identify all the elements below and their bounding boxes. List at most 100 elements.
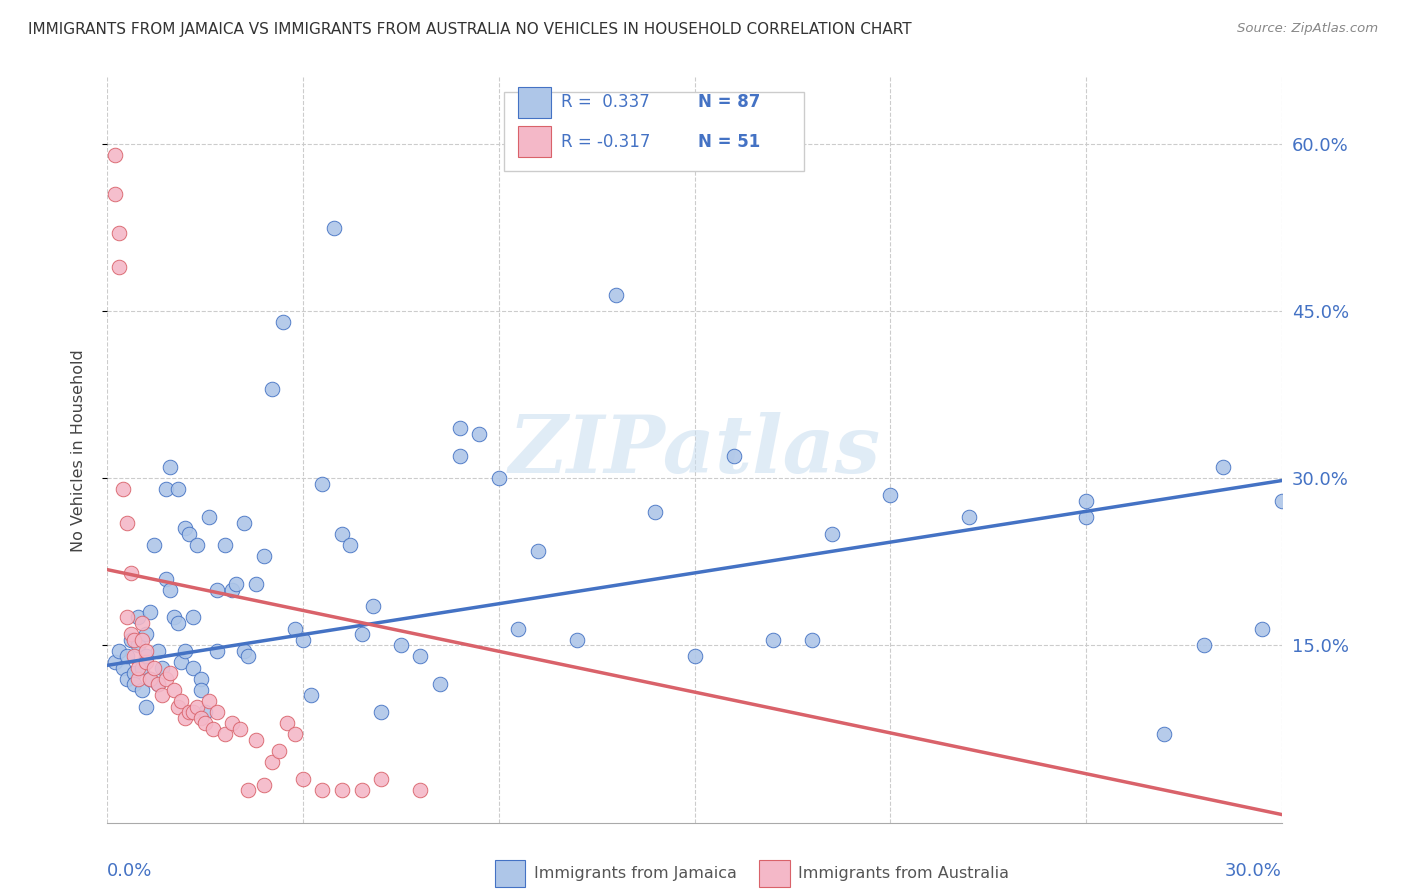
Point <box>159 460 181 475</box>
Point <box>174 521 197 535</box>
Point <box>115 610 138 624</box>
Point <box>508 622 530 636</box>
Point <box>683 649 706 664</box>
Point <box>170 655 193 669</box>
Point <box>124 677 146 691</box>
Point <box>146 677 169 691</box>
FancyBboxPatch shape <box>495 860 526 887</box>
Text: Immigrants from Jamaica: Immigrants from Jamaica <box>533 866 737 881</box>
Text: N = 51: N = 51 <box>697 133 761 151</box>
Point <box>111 483 134 497</box>
Point <box>131 632 153 647</box>
Point <box>245 577 267 591</box>
Point <box>311 783 333 797</box>
Point <box>174 644 197 658</box>
Point <box>271 315 294 329</box>
Point <box>115 672 138 686</box>
Point <box>120 632 142 647</box>
FancyBboxPatch shape <box>759 860 790 887</box>
Point <box>155 483 177 497</box>
Point <box>468 426 491 441</box>
Point <box>115 516 138 530</box>
Point <box>179 527 201 541</box>
FancyBboxPatch shape <box>519 126 551 157</box>
Point <box>205 705 228 719</box>
Point <box>131 660 153 674</box>
Point <box>205 644 228 658</box>
Text: ZIPatlas: ZIPatlas <box>509 412 880 489</box>
Point <box>644 505 666 519</box>
Point <box>233 516 256 530</box>
Text: R =  0.337: R = 0.337 <box>561 94 650 112</box>
Point <box>291 772 314 786</box>
Point <box>449 449 471 463</box>
Point <box>1076 510 1098 524</box>
Point <box>131 682 153 697</box>
Y-axis label: No Vehicles in Household: No Vehicles in Household <box>72 349 86 552</box>
Point <box>186 699 208 714</box>
Point <box>127 610 149 624</box>
Point <box>276 716 298 731</box>
Point <box>350 627 373 641</box>
Point <box>120 627 142 641</box>
Point <box>190 711 212 725</box>
Point <box>449 421 471 435</box>
Point <box>127 638 149 652</box>
Text: N = 87: N = 87 <box>697 94 761 112</box>
Text: IMMIGRANTS FROM JAMAICA VS IMMIGRANTS FROM AUSTRALIA NO VEHICLES IN HOUSEHOLD CO: IMMIGRANTS FROM JAMAICA VS IMMIGRANTS FR… <box>28 22 911 37</box>
Point <box>253 549 276 564</box>
Point <box>820 527 842 541</box>
Point <box>143 660 166 674</box>
Point <box>221 716 243 731</box>
Point <box>181 660 204 674</box>
FancyBboxPatch shape <box>505 93 804 170</box>
Point <box>284 622 307 636</box>
Point <box>135 699 157 714</box>
FancyBboxPatch shape <box>519 87 551 118</box>
Point <box>214 727 236 741</box>
Point <box>143 538 166 552</box>
Point <box>429 677 451 691</box>
Point <box>166 699 188 714</box>
Point <box>124 632 146 647</box>
Point <box>236 783 259 797</box>
Point <box>1153 727 1175 741</box>
Point <box>233 644 256 658</box>
Point <box>174 711 197 725</box>
Point <box>1271 493 1294 508</box>
Point <box>198 694 221 708</box>
Point <box>108 644 131 658</box>
Point <box>124 666 146 681</box>
Point <box>762 632 785 647</box>
Point <box>131 615 153 630</box>
Point <box>104 148 127 162</box>
Point <box>201 722 224 736</box>
Point <box>957 510 980 524</box>
Point <box>159 666 181 681</box>
Point <box>166 615 188 630</box>
Point <box>225 577 247 591</box>
Point <box>205 582 228 597</box>
Text: 30.0%: 30.0% <box>1225 863 1282 880</box>
Point <box>155 572 177 586</box>
Point <box>214 538 236 552</box>
Point <box>108 227 131 241</box>
Point <box>135 655 157 669</box>
Point <box>269 744 291 758</box>
Point <box>527 543 550 558</box>
Point <box>163 682 186 697</box>
Text: R = -0.317: R = -0.317 <box>561 133 650 151</box>
Point <box>723 449 745 463</box>
Point <box>488 471 510 485</box>
Point <box>194 716 217 731</box>
Point <box>1076 493 1098 508</box>
Point <box>170 694 193 708</box>
Point <box>253 777 276 791</box>
Point <box>146 644 169 658</box>
Point <box>159 582 181 597</box>
Point <box>409 649 432 664</box>
Point <box>135 644 157 658</box>
Point <box>330 527 353 541</box>
Point <box>139 672 162 686</box>
Point <box>190 682 212 697</box>
